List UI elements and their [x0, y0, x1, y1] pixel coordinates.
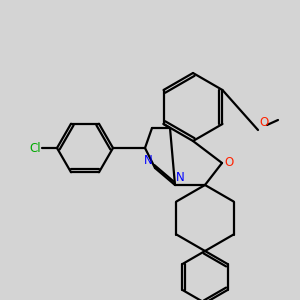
Text: O: O: [259, 116, 268, 129]
Text: O: O: [224, 155, 233, 169]
Text: N: N: [144, 154, 153, 167]
Text: Cl: Cl: [29, 142, 41, 154]
Text: N: N: [176, 171, 185, 184]
